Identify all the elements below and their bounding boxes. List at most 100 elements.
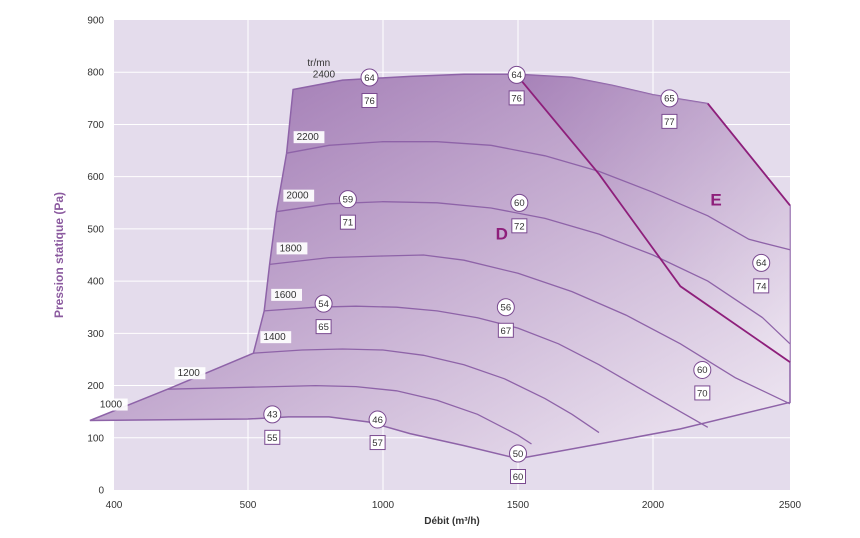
speed-curve-2000 <box>276 201 791 345</box>
efficiency-square-value: 67 <box>501 326 512 337</box>
rpm-label-1000: 1000 <box>100 400 123 411</box>
zone-boundaries <box>515 73 791 363</box>
efficiency-square-value: 72 <box>514 221 525 232</box>
zone-label-D: D <box>496 224 508 243</box>
efficiency-circle-value: 60 <box>697 365 708 376</box>
rpm-label-bg <box>174 367 206 380</box>
x-axis-title: Débit (m³/h) <box>424 516 480 527</box>
efficiency-markers: 64 76 64 76 65 77 59 71 60 72 54 65 56 67 64 74 60 70 43 55… <box>263 65 771 484</box>
efficiency-square-value: 70 <box>697 388 708 399</box>
axis-ticks: 0 100 200 300 400 500 600 700 800 900 400 500 1000 15… <box>87 16 801 512</box>
efficiency-square <box>497 322 514 338</box>
efficiency-square-value: 76 <box>511 93 522 104</box>
y-tick-label: 700 <box>87 120 104 131</box>
efficiency-square-value: 77 <box>664 117 675 128</box>
x-tick-label: 500 <box>240 500 257 511</box>
efficiency-circle <box>507 65 526 84</box>
efficiency-square <box>315 319 332 335</box>
y-tick-label: 400 <box>87 277 104 288</box>
zone-boundary <box>515 73 791 363</box>
rpm-label-1200: 1200 <box>178 368 201 379</box>
efficiency-square-value: 76 <box>364 96 375 107</box>
efficiency-marker: 43 55 <box>263 405 282 445</box>
efficiency-circle-value: 64 <box>511 70 522 81</box>
speed-curves <box>167 141 791 445</box>
efficiency-circle <box>509 444 527 463</box>
efficiency-square <box>339 214 356 230</box>
efficiency-marker: 50 60 <box>509 444 527 484</box>
efficiency-circle <box>510 193 529 212</box>
rpm-label-bg <box>96 398 128 411</box>
efficiency-circle <box>314 294 333 313</box>
efficiency-circle-value: 56 <box>501 303 512 314</box>
rpm-label-1800: 1800 <box>280 243 303 254</box>
rpm-label-2200: 2200 <box>297 132 320 143</box>
efficiency-square-value: 55 <box>267 433 278 444</box>
zone-label-E: E <box>710 190 721 209</box>
efficiency-circle-value: 54 <box>318 299 329 310</box>
efficiency-square <box>264 429 281 445</box>
efficiency-marker: 64 76 <box>507 65 526 106</box>
x-tick-label: 2500 <box>779 500 802 511</box>
efficiency-circle-value: 46 <box>372 415 383 426</box>
zone-labels: DE <box>496 190 722 243</box>
efficiency-circle <box>660 89 679 108</box>
zone-boundary <box>707 103 791 206</box>
efficiency-circle <box>338 190 357 209</box>
y-tick-label: 200 <box>87 381 104 392</box>
rpm-label-bg <box>283 189 315 202</box>
rpm-label-bg <box>260 331 292 344</box>
efficiency-marker: 56 67 <box>496 298 515 338</box>
efficiency-marker: 54 65 <box>314 294 333 335</box>
efficiency-square-value: 60 <box>513 472 524 483</box>
efficiency-square-value: 57 <box>372 438 383 449</box>
efficiency-marker: 59 71 <box>338 190 357 230</box>
rpm-unit-label: tr/mn <box>307 58 330 69</box>
efficiency-marker: 65 77 <box>660 89 679 129</box>
efficiency-circle <box>263 405 282 424</box>
y-tick-label: 500 <box>87 224 104 235</box>
y-tick-label: 600 <box>87 172 104 183</box>
efficiency-circle <box>360 68 379 87</box>
y-tick-label: 100 <box>87 433 104 444</box>
speed-curve-1400 <box>253 348 600 434</box>
efficiency-square <box>694 385 711 401</box>
rpm-label-bg <box>276 242 308 255</box>
y-tick-label: 300 <box>87 329 104 340</box>
efficiency-marker: 64 76 <box>360 68 379 108</box>
y-tick-label: 800 <box>87 68 104 79</box>
efficiency-circle <box>496 298 515 317</box>
efficiency-square <box>510 469 526 484</box>
y-tick-label: 0 <box>98 486 104 497</box>
efficiency-circle-value: 64 <box>364 73 375 84</box>
rpm-label-1400: 1400 <box>263 332 286 343</box>
rpm-label-bg <box>293 131 325 144</box>
efficiency-square <box>361 93 378 108</box>
efficiency-square-value: 74 <box>756 281 767 292</box>
speed-curve-1600 <box>264 305 709 428</box>
efficiency-square-value: 65 <box>318 322 329 333</box>
efficiency-circle-value: 60 <box>514 198 525 209</box>
efficiency-circle <box>693 360 712 379</box>
efficiency-marker: 60 72 <box>510 193 529 234</box>
efficiency-circle-value: 43 <box>267 410 278 421</box>
efficiency-square <box>753 278 770 294</box>
rpm-label-2400: 2400 <box>313 69 336 80</box>
x-tick-label: 1000 <box>372 500 395 511</box>
efficiency-marker: 64 74 <box>752 253 771 294</box>
efficiency-square <box>369 435 386 451</box>
speed-curve-2200 <box>286 141 791 251</box>
efficiency-circle <box>752 253 771 272</box>
y-axis-title: Pression statique (Pa) <box>52 192 66 318</box>
efficiency-circle-value: 64 <box>756 258 767 269</box>
rpm-label-1600: 1600 <box>274 290 297 301</box>
efficiency-square <box>508 90 525 106</box>
efficiency-circle <box>368 410 387 429</box>
speed-curve-1200 <box>167 384 532 445</box>
efficiency-square <box>661 113 678 129</box>
y-tick-label: 900 <box>87 16 104 27</box>
efficiency-square <box>511 218 528 234</box>
speed-curve-1800 <box>269 254 791 405</box>
